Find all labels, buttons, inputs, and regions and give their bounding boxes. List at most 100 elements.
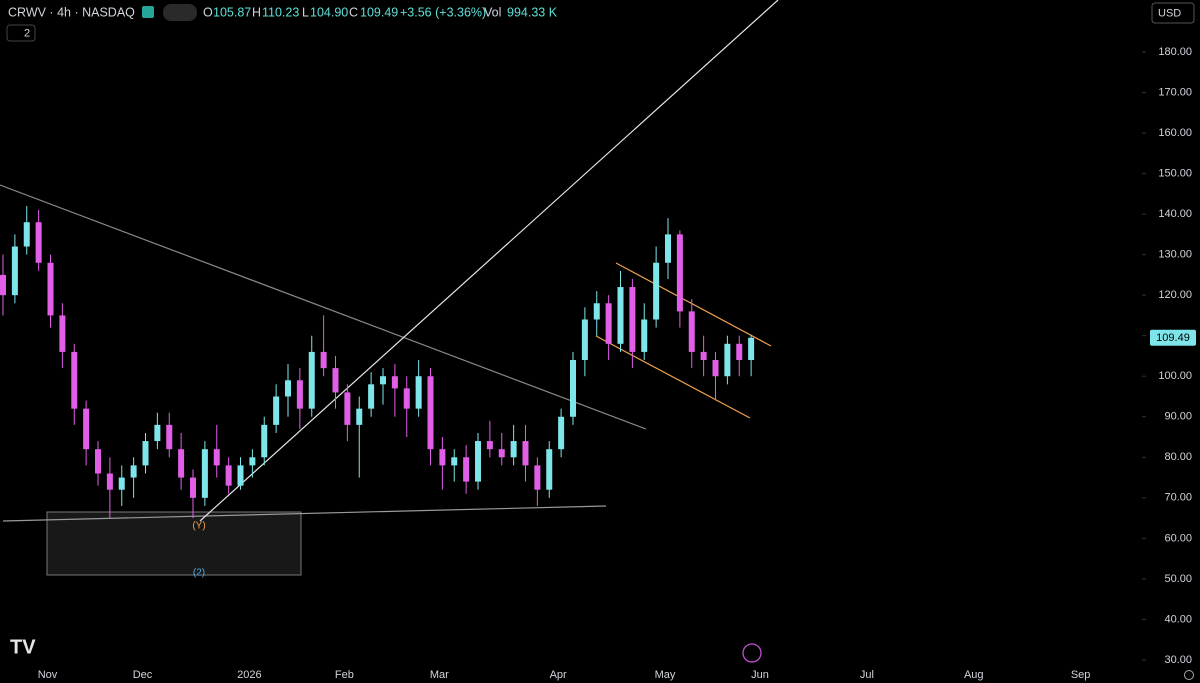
candle-body	[59, 315, 66, 352]
candle-body	[0, 274, 6, 296]
candle-body	[451, 457, 458, 466]
candle-body	[142, 441, 149, 466]
trend-line	[0, 184, 647, 430]
candle-body	[391, 376, 398, 389]
candle-body	[605, 303, 612, 344]
candle-body	[344, 392, 351, 425]
candle-body	[154, 424, 161, 442]
candle-body	[641, 319, 648, 352]
x-tick-label: Jun	[751, 669, 769, 681]
candle-body	[47, 262, 54, 316]
candle-body	[700, 351, 707, 361]
candle-body	[178, 449, 185, 478]
candle-body	[296, 380, 303, 409]
candle-body	[332, 368, 339, 393]
last-price-label: 109.49	[1156, 332, 1190, 344]
candle-body	[510, 441, 517, 458]
candle-body	[522, 441, 529, 466]
candle-body	[558, 416, 565, 450]
currency: USD	[1158, 7, 1181, 19]
candle-body	[581, 319, 588, 361]
x-tick-label: Mar	[430, 669, 449, 681]
ohlc-value: 105.87	[213, 5, 251, 19]
volume-label: Vol	[484, 5, 501, 19]
ohlc-value: 110.23	[262, 5, 299, 19]
ohlc-label: O	[203, 5, 213, 19]
y-tick-label: 30.00	[1164, 654, 1192, 666]
candle-body	[570, 360, 576, 417]
y-tick-label: 80.00	[1164, 451, 1192, 463]
candle-body	[237, 465, 244, 486]
symbol: CRWV · 4h · NASDAQ	[8, 5, 135, 19]
trend-line	[199, 0, 779, 522]
y-tick-label: 170.00	[1158, 86, 1192, 98]
volume: 994.33 K	[507, 5, 558, 19]
x-tick-label: Sep	[1071, 669, 1091, 681]
candle-body	[676, 234, 683, 312]
candle-body	[427, 376, 434, 450]
y-tick-label: 100.00	[1158, 370, 1192, 382]
x-tick-label: Nov	[38, 669, 58, 681]
y-tick-label: 40.00	[1164, 613, 1192, 625]
candle-body	[95, 449, 101, 474]
currency-button[interactable]	[1151, 2, 1195, 24]
y-tick-label: 180.00	[1158, 46, 1192, 58]
candle-body	[368, 384, 375, 409]
indicators-toggle[interactable]	[6, 24, 36, 42]
candle-body	[11, 246, 18, 296]
settings-icon[interactable]	[1184, 670, 1194, 680]
candle-body	[225, 465, 232, 486]
candle-body	[534, 465, 541, 490]
candle-body	[166, 424, 173, 450]
x-tick-label: Jul	[860, 669, 874, 681]
candle-body	[190, 477, 196, 498]
candle-body	[83, 408, 90, 450]
candle-body	[665, 234, 671, 263]
candle-body	[35, 222, 42, 263]
candle-body	[486, 441, 493, 450]
candle-body	[380, 376, 386, 385]
axes: 30.00 40.00 50.00 60.00 70.00 80.00 90.00 100.0…	[38, 46, 1196, 681]
candle-body	[273, 396, 280, 425]
ohlc-label: H	[252, 5, 261, 19]
status-icon	[142, 6, 154, 18]
candle-body	[308, 351, 315, 409]
y-tick-label: 130.00	[1158, 249, 1192, 261]
candle-body	[213, 449, 220, 466]
support-line	[2, 505, 607, 522]
zone-box	[46, 511, 302, 576]
wave-label: (2)	[193, 568, 205, 579]
toggle[interactable]	[163, 4, 197, 21]
candle-body	[688, 311, 695, 352]
x-tick-label: Aug	[964, 669, 984, 681]
ohlc-label: C	[349, 5, 358, 19]
ohlc-value: 109.49	[360, 5, 398, 19]
x-tick-label: May	[655, 669, 676, 681]
candle-body	[403, 388, 410, 409]
candle-body	[475, 441, 481, 482]
candle-body	[320, 351, 327, 369]
x-tick-label: 2026	[237, 669, 261, 681]
candle-body	[261, 424, 268, 458]
candle-body	[23, 222, 30, 247]
candle-body	[439, 449, 446, 466]
candles	[0, 206, 755, 519]
x-tick-label: Dec	[133, 669, 153, 681]
x-tick-label: Apr	[550, 669, 567, 681]
candle-body	[593, 303, 600, 320]
candle-body	[415, 376, 422, 409]
candle-body	[130, 465, 137, 478]
ohlc-value: 104.90	[310, 5, 348, 19]
ohlc-label: L	[302, 5, 309, 19]
candle-body	[285, 380, 291, 397]
change: +3.56 (+3.36%)	[400, 5, 486, 19]
y-tick-label: 50.00	[1164, 573, 1192, 585]
candle-body	[463, 457, 470, 482]
candle-body	[712, 360, 719, 377]
candle-body	[498, 449, 505, 458]
alert-icon[interactable]	[742, 643, 762, 663]
candle-body	[748, 337, 755, 361]
candle-body	[546, 449, 553, 490]
